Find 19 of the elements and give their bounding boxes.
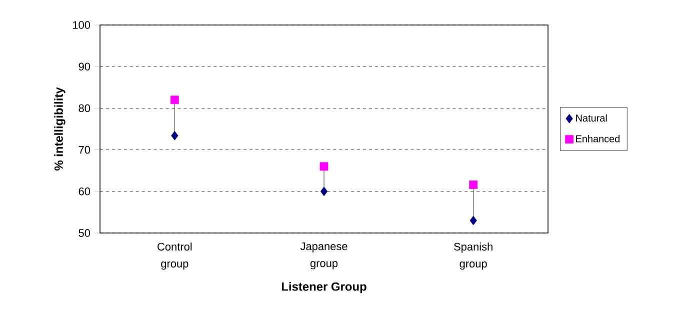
y-tick-label: 70: [78, 146, 90, 154]
y-tick-label: 60: [78, 188, 90, 196]
y-tick-label: 100: [73, 21, 90, 29]
point: [171, 130, 178, 140]
point: [469, 180, 478, 189]
point: [470, 216, 477, 226]
y-tick-label: 90: [78, 62, 90, 70]
x-tick-label: Spanish group: [454, 242, 492, 270]
point: [320, 186, 328, 196]
legend-label: Natural: [576, 114, 607, 122]
y-tick-label: 50: [78, 229, 90, 237]
point: [170, 96, 179, 104]
x-tick-label: Control group: [158, 242, 192, 270]
point: [320, 162, 328, 171]
x-axis-title: Listener Group: [282, 282, 366, 294]
x-tick-label: Japanese group: [300, 242, 348, 270]
y-axis-title: % intelligibility: [54, 87, 66, 171]
legend-label: Enhanced: [576, 134, 620, 142]
y-tick-label: 80: [78, 104, 90, 112]
